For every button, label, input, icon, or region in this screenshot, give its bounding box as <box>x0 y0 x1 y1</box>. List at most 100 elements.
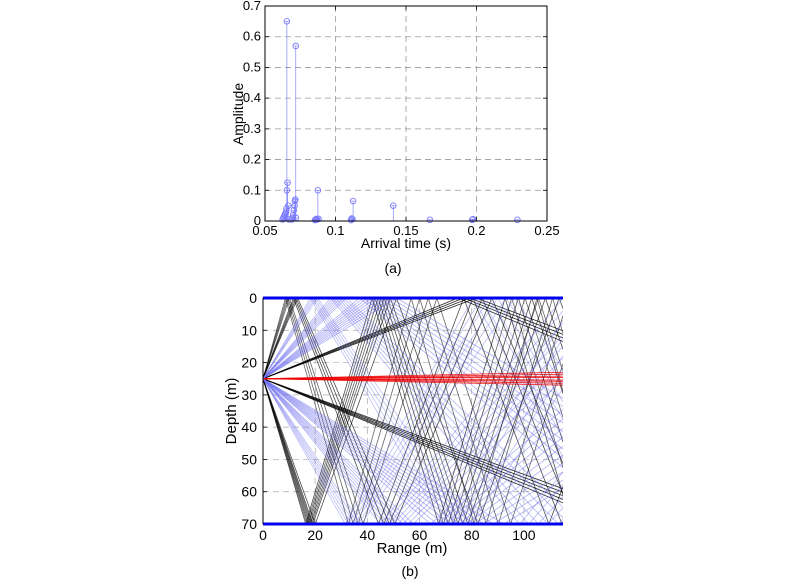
x-tick-labels-a: 0.05 0.1 0.15 0.2 0.25 <box>252 223 559 238</box>
ray-path <box>263 368 563 524</box>
ray-path <box>263 298 563 519</box>
x-tick-label: 80 <box>464 527 480 543</box>
y-tick-label: 50 <box>241 451 257 467</box>
y-tick-label: 20 <box>241 355 257 371</box>
ray-path <box>263 378 563 524</box>
caption-a: (a) <box>384 260 401 276</box>
ray-path <box>263 378 563 524</box>
stem-marker <box>349 197 357 205</box>
ray-paths <box>263 298 563 524</box>
ray-path <box>263 298 563 524</box>
ray-path <box>263 298 563 524</box>
ray-path <box>263 298 563 432</box>
ray-path <box>263 298 563 524</box>
x-axis-label-a: Arrival time (s) <box>361 235 451 251</box>
ray-path <box>263 298 563 459</box>
ray-path <box>263 298 563 524</box>
x-tick-label: 0.1 <box>326 223 344 238</box>
ray-path <box>263 298 563 508</box>
ray-path <box>263 378 563 524</box>
y-tick-label: 10 <box>241 322 257 338</box>
x-tick-label: 60 <box>412 527 428 543</box>
ray-path <box>263 378 563 524</box>
stem-marker <box>469 216 476 224</box>
ray-path <box>263 378 563 524</box>
y-tick-label: 0.1 <box>243 182 261 197</box>
ray-path <box>263 298 563 524</box>
x-tick-label: 0.15 <box>393 223 418 238</box>
ray-path <box>263 298 563 380</box>
ray-path <box>263 378 563 381</box>
ray-path <box>263 322 563 524</box>
ray-path <box>263 298 563 407</box>
x-tick-label: 0.2 <box>467 223 485 238</box>
y-tick-labels-a: 0 0.1 0.2 0.3 0.4 0.5 0.6 0.7 <box>243 0 261 228</box>
y-tick-label: 0.7 <box>243 0 261 13</box>
ray-trace-panel: 0 20 40 60 80 100 0 10 20 30 40 50 60 70 Range (m) D… <box>223 290 563 579</box>
y-tick-label: 0.5 <box>243 59 261 74</box>
y-tick-label: 0.6 <box>243 29 261 44</box>
ray-path <box>263 298 563 380</box>
ray-path <box>263 378 563 500</box>
stem-marker <box>514 216 521 224</box>
x-tick-labels-b: 0 20 40 60 80 100 <box>259 527 536 543</box>
y-tick-label: 0.3 <box>243 121 261 136</box>
ray-path <box>263 298 563 524</box>
stem-marker <box>283 18 291 25</box>
y-tick-label: 0 <box>249 290 257 306</box>
ray-path <box>263 298 563 399</box>
y-tick-label: 70 <box>241 516 257 532</box>
stem-marker <box>390 202 397 209</box>
x-tick-label: 0 <box>259 527 267 543</box>
ray-path <box>263 298 563 524</box>
plot-frame-a <box>264 5 548 222</box>
ray-path <box>263 298 563 524</box>
stem-marker <box>290 206 298 214</box>
y-tick-label: 30 <box>241 387 257 403</box>
caption-b: (b) <box>401 563 418 579</box>
ray-path <box>263 298 563 524</box>
ray-path <box>263 298 563 469</box>
y-tick-label: 0.2 <box>243 152 261 167</box>
ray-path <box>263 298 563 424</box>
stem-marker <box>469 215 477 223</box>
ray-path <box>263 298 563 524</box>
stem-chart-panel: 0.05 0.1 0.15 0.2 0.25 0 0.1 0.2 0.3 0.4 0.5 0.6 0.… <box>230 0 560 276</box>
ray-path <box>263 298 563 416</box>
ray-path <box>263 310 563 524</box>
ray-path <box>263 377 563 380</box>
ray-path <box>263 378 563 504</box>
ray-path <box>263 298 563 524</box>
ray-path <box>263 298 563 524</box>
x-tick-label: 100 <box>512 527 536 543</box>
stem-marker <box>349 215 356 223</box>
x-tick-label: 20 <box>307 527 323 543</box>
ray-path <box>263 298 563 524</box>
x-tick-label: 40 <box>360 527 376 543</box>
ray-path <box>263 371 563 380</box>
y-tick-labels-b: 0 10 20 30 40 50 60 70 <box>241 290 257 532</box>
ray-path <box>263 298 563 524</box>
ray-path <box>263 378 563 524</box>
y-tick-label: 60 <box>241 484 257 500</box>
ray-path <box>263 346 563 524</box>
y-tick-label: 0.4 <box>243 90 261 105</box>
ray-path <box>263 298 563 524</box>
x-axis-label-b: Range (m) <box>377 540 448 557</box>
stem-marker <box>314 187 322 194</box>
ray-path <box>263 334 563 524</box>
x-tick-label: 0.25 <box>534 223 559 238</box>
ray-path <box>263 298 563 524</box>
ray-path <box>263 298 563 441</box>
stem-marker <box>292 42 299 50</box>
ray-path <box>263 378 563 524</box>
stem-marker <box>292 196 299 203</box>
ray-path <box>263 378 563 524</box>
stem-marker <box>426 216 434 224</box>
stem-marker <box>315 215 322 223</box>
ray-path <box>263 298 563 524</box>
y-axis-label-a: Amplitude <box>230 83 246 145</box>
stem-marker <box>285 202 292 209</box>
stem-marker <box>284 179 291 186</box>
